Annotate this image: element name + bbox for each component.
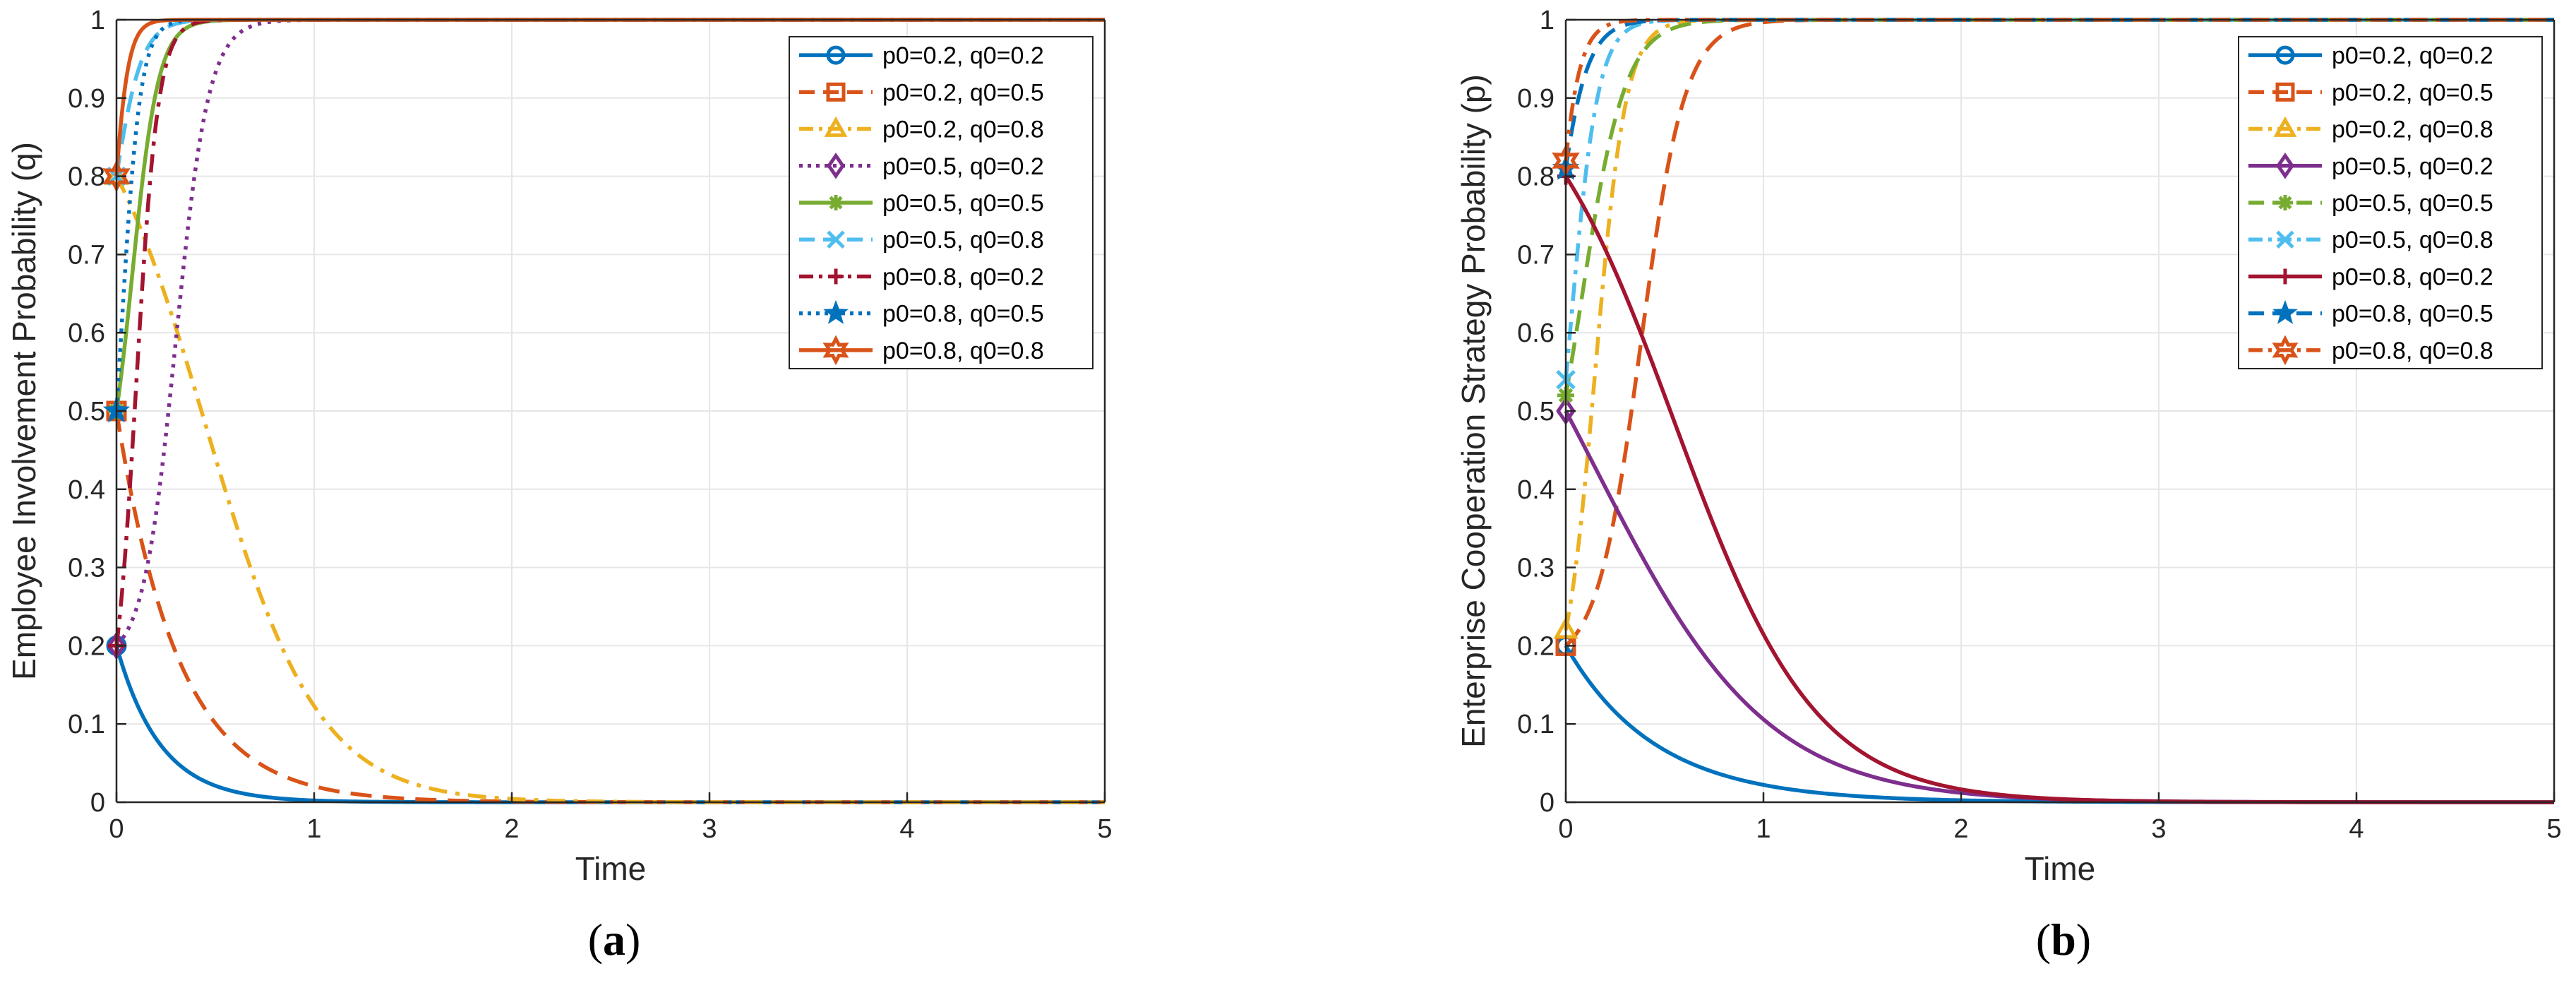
y-tick-label: 0.7 (1517, 240, 1554, 270)
legend-marker-4 (2276, 153, 2294, 179)
y-tick-label: 0.3 (68, 554, 105, 583)
legend-marker-2 (2275, 82, 2295, 102)
x-tick-label: 4 (2349, 814, 2364, 844)
series-line-8 (114, 18, 1105, 413)
y-axis-label: Employee Involvement Probability (q) (6, 142, 42, 680)
legend-label-7: p0=0.8, q0=0.2 (882, 263, 1044, 290)
y-tick-label: 1 (1540, 6, 1554, 35)
legend-marker-5 (2277, 195, 2293, 210)
y-tick-label: 0.4 (1517, 475, 1554, 505)
legend-marker-8 (823, 299, 849, 324)
legend-label-7: p0=0.8, q0=0.2 (2332, 263, 2493, 290)
legend-marker-6 (2276, 230, 2294, 249)
x-tick-label: 4 (899, 814, 914, 844)
x-tick-label: 0 (1558, 814, 1573, 844)
y-tick-label: 0.6 (1517, 318, 1554, 348)
y-tick-label: 0.9 (1517, 84, 1554, 114)
legend-marker-9 (2272, 335, 2299, 366)
y-tick-label: 0.8 (1517, 162, 1554, 192)
legend: p0=0.2, q0=0.2 p0=0.2, q0=0.5 p0=0.2, q0=0… (789, 36, 1094, 369)
legend-marker-6 (827, 230, 845, 249)
x-tick-label: 5 (2546, 814, 2561, 844)
y-tick-label: 0.9 (68, 84, 105, 114)
legend-marker-3 (2273, 116, 2297, 137)
y-tick-label: 0 (1540, 788, 1554, 818)
legend-label-5: p0=0.5, q0=0.5 (2332, 190, 2493, 217)
legend-marker-7 (2277, 268, 2293, 285)
legend-marker-1 (826, 45, 846, 65)
y-tick-label: 0 (90, 788, 105, 818)
legend-marker-2 (826, 82, 846, 102)
legend-label-2: p0=0.2, q0=0.5 (2332, 79, 2493, 106)
legend-label-6: p0=0.5, q0=0.8 (2332, 227, 2493, 254)
x-tick-label: 3 (2151, 814, 2166, 844)
series-line-2 (114, 409, 1105, 804)
y-tick-label: 0.3 (1517, 554, 1554, 583)
legend-label-4: p0=0.5, q0=0.2 (882, 153, 1044, 180)
x-tick-label: 3 (702, 814, 717, 844)
legend-label-3: p0=0.2, q0=0.8 (882, 117, 1044, 143)
y-tick-label: 0.2 (1517, 631, 1554, 661)
y-tick-label: 0.8 (68, 162, 105, 192)
caption-a: (a) (588, 915, 641, 965)
legend-label-8: p0=0.8, q0=0.5 (2332, 301, 2493, 328)
legend-marker-8 (2272, 299, 2298, 324)
x-axis-label: Time (575, 850, 647, 887)
legend-label-8: p0=0.8, q0=0.5 (882, 301, 1044, 328)
y-tick-label: 0.7 (68, 240, 105, 270)
legend-marker-7 (828, 268, 844, 285)
legend-label-4: p0=0.5, q0=0.2 (2332, 153, 2493, 180)
legend-label-6: p0=0.5, q0=0.8 (882, 227, 1044, 254)
y-tick-label: 0.6 (68, 318, 105, 348)
x-tick-label: 5 (1097, 814, 1112, 844)
x-tick-label: 1 (306, 814, 321, 844)
y-tick-label: 0.5 (68, 397, 105, 427)
x-axis-label: Time (2025, 850, 2096, 887)
legend-label-9: p0=0.8, q0=0.8 (2332, 338, 2493, 364)
x-tick-label: 1 (1756, 814, 1771, 844)
legend-marker-3 (824, 116, 848, 137)
x-tick-label: 2 (1953, 814, 1968, 844)
panel-a: 0 1 2 3 4 5 0 0.1 0.2 0.3 0.4 0.5 0.6 0.7 0.8 0.9 1 Time E… (6, 6, 1113, 887)
legend-label-2: p0=0.2, q0=0.5 (882, 79, 1044, 106)
legend-label-1: p0=0.2, q0=0.2 (2332, 42, 2493, 69)
x-tick-label: 0 (109, 814, 124, 844)
legend: p0=0.2, q0=0.2 p0=0.2, q0=0.5 p0=0.2, q0=0… (2238, 36, 2543, 369)
legend-marker-9 (822, 335, 849, 366)
y-tick-label: 1 (90, 6, 105, 35)
legend-label-1: p0=0.2, q0=0.2 (882, 42, 1044, 69)
y-tick-label: 0.4 (68, 475, 105, 505)
legend-marker-5 (828, 195, 844, 210)
panel-b: 0 1 2 3 4 5 0 0.1 0.2 0.3 0.4 0.5 0.6 0.7 0.8 0.9 1 Time E… (1455, 6, 2562, 887)
y-axis-label: Enterprise Cooperation Strategy Probabil… (1455, 74, 1492, 748)
legend-marker-4 (827, 153, 845, 179)
caption-b: (b) (2036, 915, 2091, 965)
y-tick-label: 0.5 (1517, 397, 1554, 427)
legend-label-9: p0=0.8, q0=0.8 (882, 338, 1044, 364)
y-tick-label: 0.2 (68, 631, 105, 661)
legend-label-5: p0=0.5, q0=0.5 (882, 190, 1044, 217)
x-tick-label: 2 (504, 814, 519, 844)
legend-label-3: p0=0.2, q0=0.8 (2332, 117, 2493, 143)
y-tick-label: 0.1 (68, 710, 105, 739)
y-tick-label: 0.1 (1517, 710, 1554, 739)
legend-marker-1 (2275, 45, 2295, 65)
